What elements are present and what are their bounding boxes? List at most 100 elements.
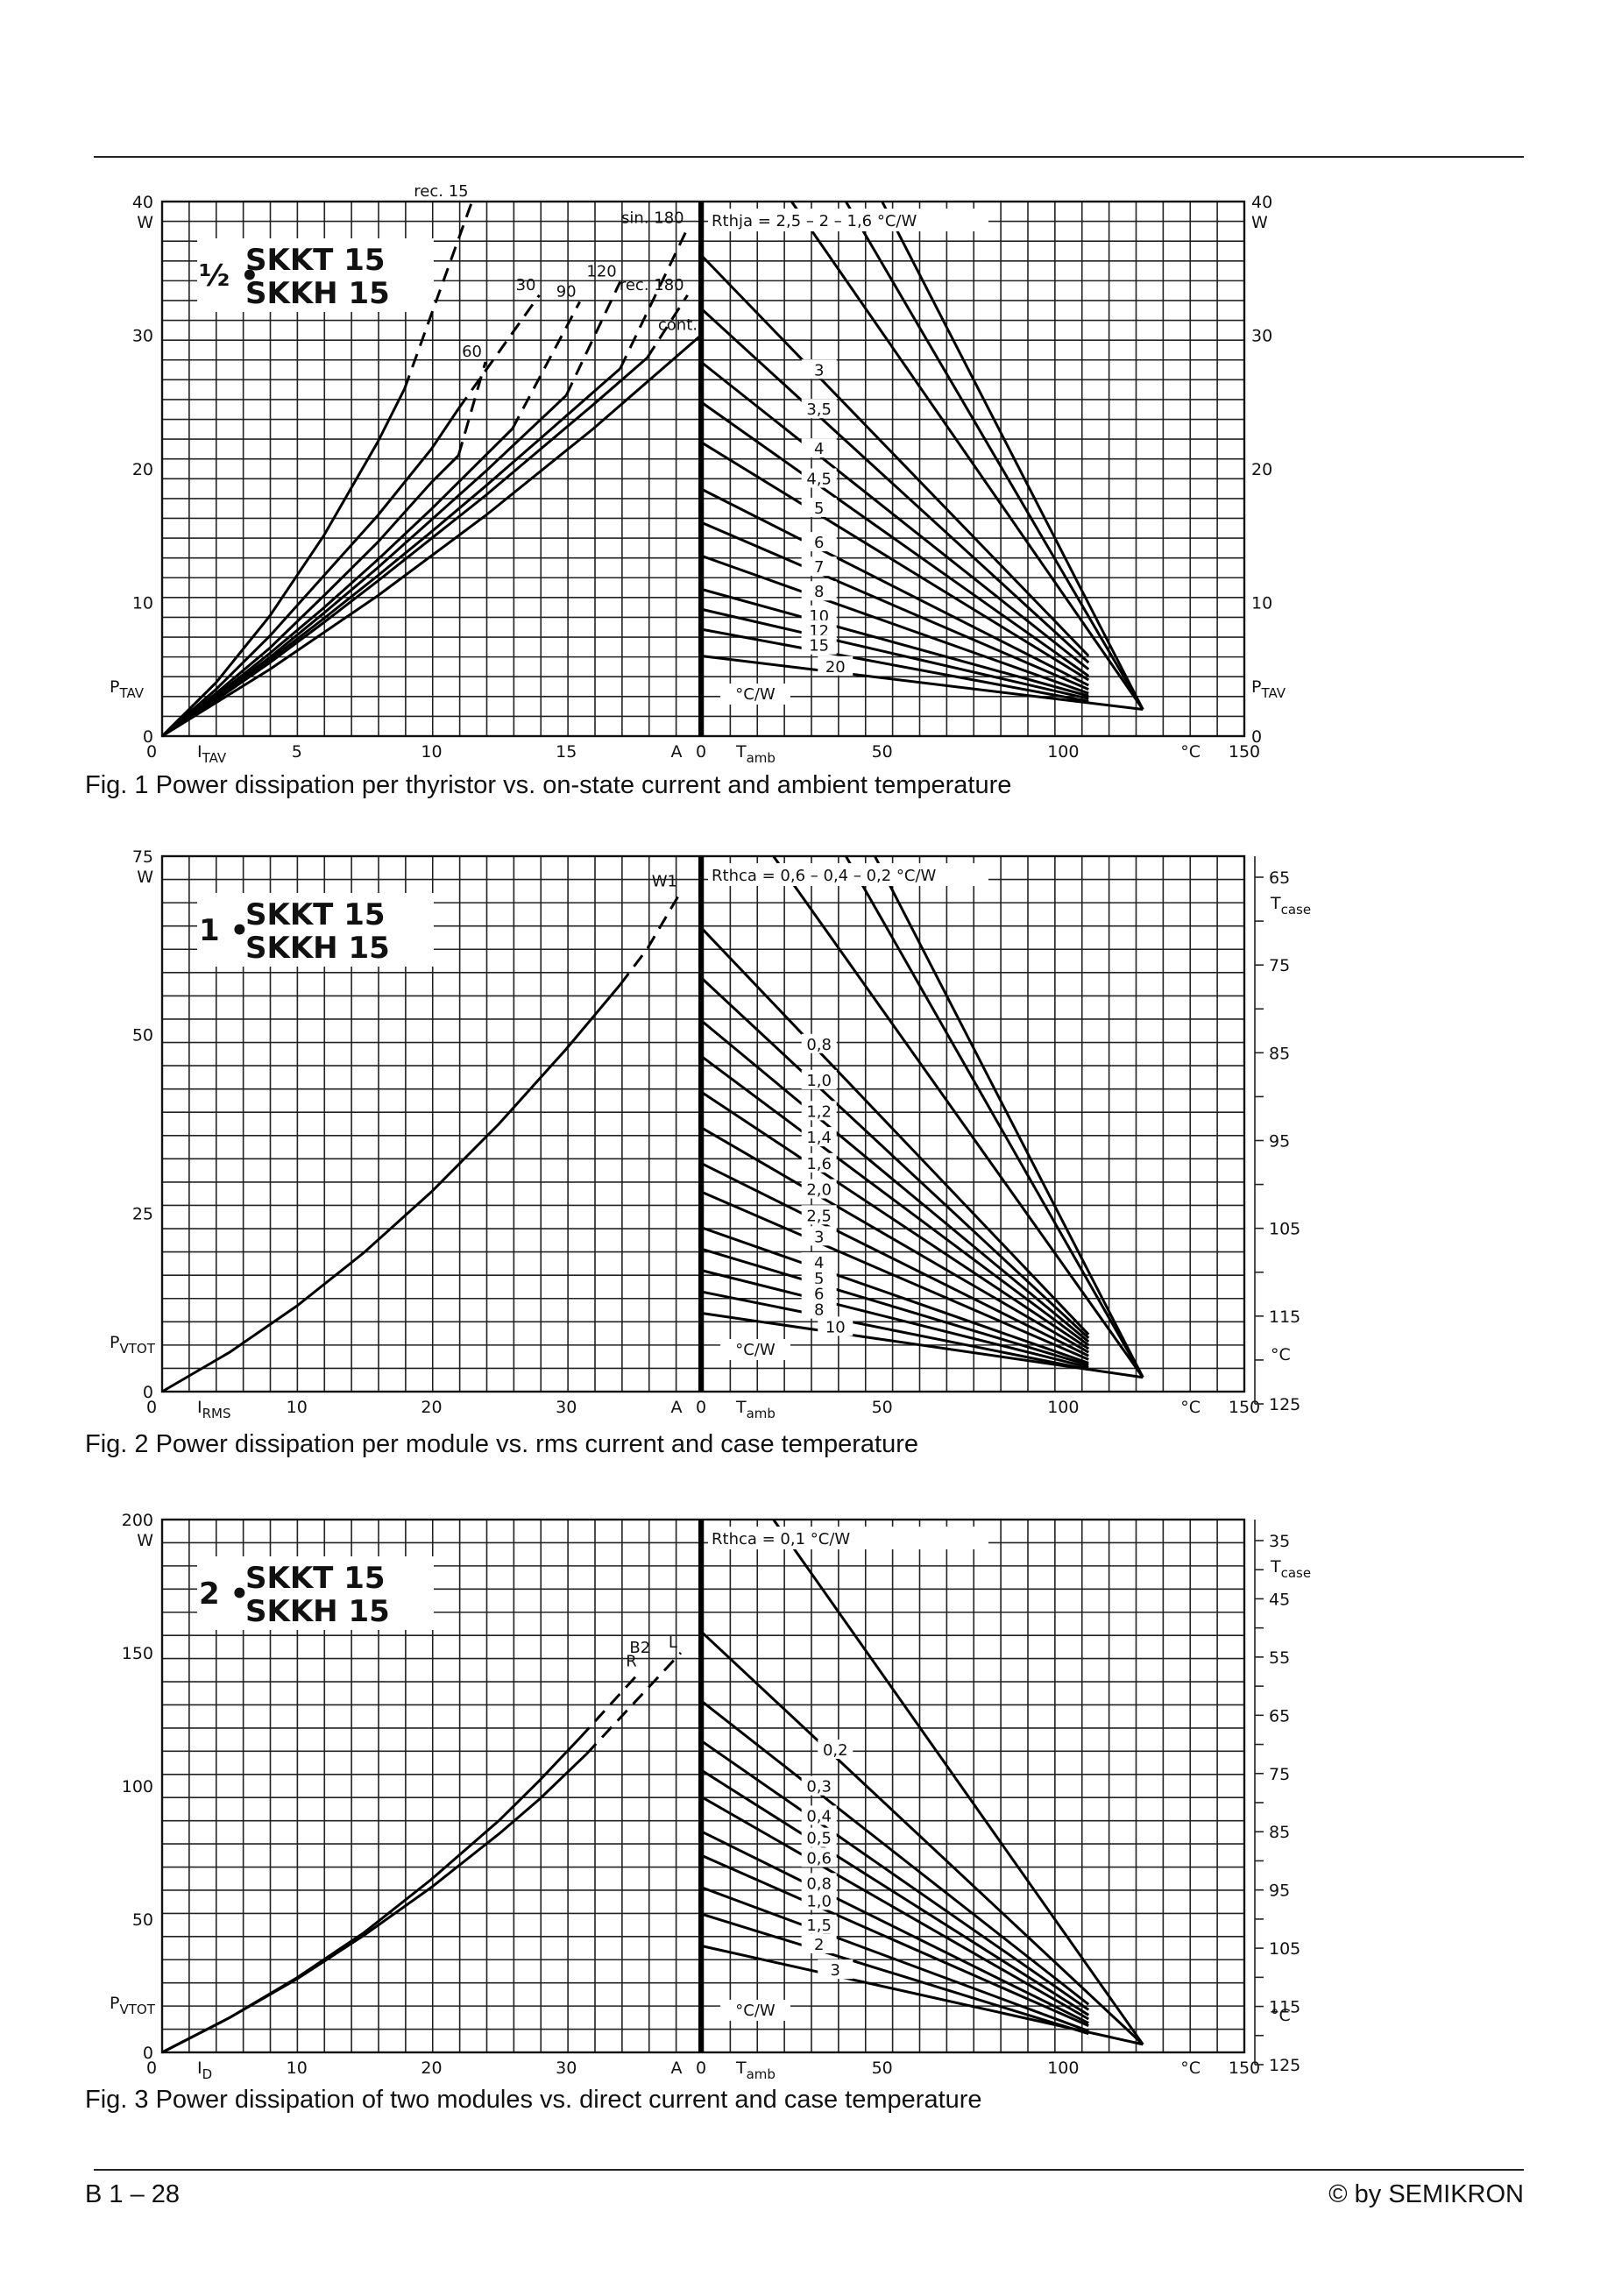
rth-line: [699, 1630, 1144, 2045]
rth-label: 20: [825, 658, 846, 677]
rth-label: 2: [814, 1936, 824, 1954]
title-prefix: ½ •: [199, 259, 259, 294]
y-tick-label: 20: [132, 460, 153, 479]
right-unit-label: W: [1251, 213, 1268, 232]
rth-line: [699, 926, 1090, 1336]
series-line-dashed: [457, 294, 541, 410]
rth-line: [700, 587, 1089, 698]
x-tick-label: 30: [556, 1398, 577, 1417]
rth-label: 15: [809, 637, 829, 655]
rth-line: [700, 655, 1144, 711]
rth-line: [700, 1019, 1090, 1343]
case-tick-label: 125: [1269, 2056, 1300, 2075]
series-line-dashed: [403, 201, 474, 390]
rth-line: [700, 1190, 1089, 1361]
rth-header-bg: [708, 209, 988, 231]
case-tick-label: 115: [1269, 1998, 1300, 2017]
rth-label: 4,5: [806, 471, 832, 489]
rth-label: 0,2: [823, 1741, 848, 1760]
series-line-dashed: [578, 1670, 641, 1740]
temp-tick-label: 50: [872, 2059, 893, 2078]
title-line-1: SKKT 15: [245, 243, 386, 278]
rth-line: [881, 201, 1144, 711]
rth-header: Rthca = 0,6 – 0,4 – 0,2 °C/W: [712, 867, 937, 885]
rth-line: [700, 627, 1089, 703]
rth-label-bg: [818, 1316, 853, 1336]
rth-label: 1,0: [806, 1072, 832, 1090]
temp-tick-label: 0: [696, 742, 706, 762]
series-line: [161, 454, 460, 738]
series-line: [161, 394, 568, 738]
series-label: W1: [652, 873, 677, 891]
rth-line: [700, 1090, 1090, 1350]
rth-label-bg: [801, 556, 837, 577]
rth-label-bg: [801, 438, 837, 458]
series-line: [161, 407, 460, 738]
rth-line: [772, 855, 1144, 1378]
rth-label: 8: [814, 1301, 824, 1320]
series-line-dashed: [564, 280, 622, 396]
right-y-tick-label: 30: [1251, 327, 1272, 346]
title-box: [197, 893, 434, 967]
series-line-dashed: [646, 294, 689, 359]
y-tick-label: 75: [132, 847, 153, 867]
rth-label: 0,8: [806, 1874, 832, 1893]
temp-tick-label: 150: [1229, 742, 1260, 762]
case-tick-label: 105: [1269, 1939, 1300, 1959]
series-line: [161, 1753, 588, 2054]
case-tick-label: 95: [1269, 1881, 1290, 1901]
y-tick-label: 200: [122, 1511, 153, 1530]
rth-line: [700, 1311, 1144, 1379]
rth-header-bg: [708, 1527, 988, 1549]
rth-label: 6: [814, 1286, 824, 1304]
title-line-2: SKKH 15: [245, 1594, 390, 1629]
rth-line: [700, 1290, 1089, 1371]
rth-label: 5: [814, 500, 824, 518]
series-label: cont.: [658, 316, 698, 335]
x-tick-label: 0: [146, 2059, 157, 2078]
rth-line: [700, 607, 1089, 700]
rth-unit-label: °C/W: [735, 1341, 776, 1359]
rth-line: [699, 307, 1090, 664]
rth-line: [700, 1126, 1090, 1354]
rth-label-bg: [801, 468, 837, 488]
y-tick-label: 50: [132, 1910, 153, 1930]
rth-line: [790, 201, 1144, 711]
series-line: [160, 387, 407, 738]
rth-label: 1,6: [806, 1155, 832, 1173]
rth-label: 2,0: [806, 1181, 832, 1200]
case-tick-label: 95: [1269, 1132, 1290, 1152]
series-label: B2: [629, 1639, 650, 1657]
rth-label: 4: [814, 1254, 824, 1272]
title-box: [197, 238, 434, 312]
x-tick-label: 0: [146, 1398, 157, 1417]
rth-label: 6: [814, 534, 824, 552]
x-tick-label: 30: [556, 2059, 577, 2078]
x-tick-label: 0: [146, 742, 157, 762]
rth-label: 3: [831, 1961, 840, 1980]
rth-line: [700, 1247, 1089, 1367]
rth-label-bg: [801, 1101, 837, 1121]
case-tick-label: 75: [1269, 956, 1290, 975]
temp-tick-label: 50: [872, 742, 893, 762]
rth-line: [874, 855, 1144, 1378]
case-tick-label: 75: [1269, 1765, 1290, 1784]
temp-tick-label: 50: [872, 1398, 893, 1417]
rth-line: [700, 1226, 1089, 1364]
case-tick-label: 35: [1269, 1532, 1290, 1551]
y-tick-label: 0: [143, 1383, 153, 1402]
series-label: R: [626, 1652, 637, 1670]
rth-label-bg: [801, 620, 837, 640]
rth-label-bg: [801, 634, 837, 655]
temp-tick-label: 100: [1047, 2059, 1079, 2078]
series-line: [161, 357, 648, 738]
rth-label-bg: [801, 1033, 837, 1053]
x-tick-label: 10: [287, 2059, 308, 2078]
series-line: [161, 334, 702, 738]
temp-tick-label: 100: [1047, 1398, 1079, 1417]
rth-label: 1,4: [806, 1129, 832, 1147]
series-label: L: [669, 1633, 677, 1652]
title-prefix: 2 •: [199, 1577, 249, 1612]
